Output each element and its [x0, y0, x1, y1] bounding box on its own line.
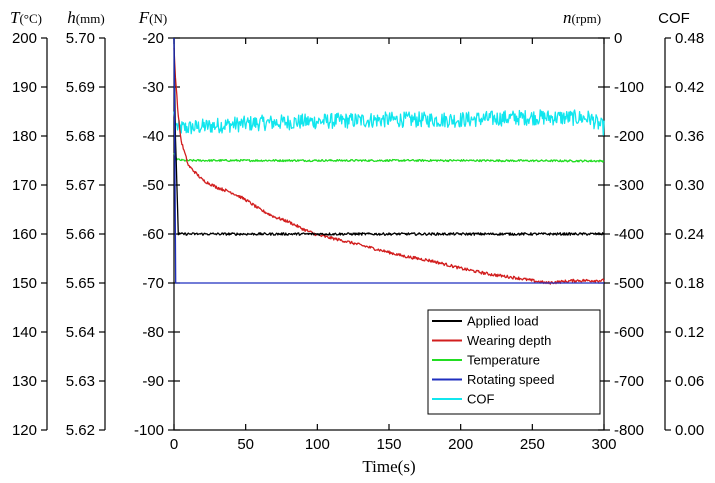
t-axis-tick-label: 190: [12, 79, 37, 96]
h-axis-title: h(mm): [67, 8, 104, 27]
cof-axis-tick-label: 0.12: [675, 324, 704, 341]
h-axis-tick-label: 5.68: [66, 128, 95, 145]
n-axis-title-unit: (rpm): [571, 11, 601, 26]
t-axis-tick-label: 130: [12, 373, 37, 390]
cof-axis-title: COF: [658, 10, 690, 27]
legend-label-applied-load: Applied load: [467, 314, 539, 329]
h-axis-tick-label: 5.62: [66, 422, 95, 439]
t-axis-title-var: T: [10, 8, 21, 27]
t-axis-tick-label: 200: [12, 30, 37, 47]
x-axis-tick-label: 250: [520, 436, 545, 453]
n-axis-title-var: n: [563, 8, 572, 27]
legend-label-temperature: Temperature: [467, 353, 540, 368]
f-axis-title-var: F: [138, 8, 150, 27]
series-line-applied-load: [173, 37, 605, 236]
x-axis-tick-label: 200: [448, 436, 473, 453]
f-axis-title: F(N): [138, 8, 167, 27]
h-axis-tick-label: 5.67: [66, 177, 95, 194]
n-axis-tick-label: -300: [614, 177, 644, 194]
cof-axis-tick-label: 0.42: [675, 79, 704, 96]
legend-label-rotating-speed: Rotating speed: [467, 372, 554, 387]
f-axis-tick-label: -70: [142, 275, 164, 292]
h-axis-title-var: h: [67, 8, 76, 27]
x-axis-tick-label: 0: [170, 436, 178, 453]
axes-layer: 200 190 180 170 160 150 140 130 120 5.70 5.69 5.68 5…: [10, 8, 704, 476]
series-line-rotating-speed: [173, 37, 604, 284]
f-axis-tick-label: -100: [134, 422, 164, 439]
cof-axis-tick-label: 0.24: [675, 226, 704, 243]
h-axis-tick-label: 5.66: [66, 226, 95, 243]
legend-label-wearing-depth: Wearing depth: [467, 333, 551, 348]
legend-box: [427, 309, 601, 415]
f-axis-tick-label: -90: [142, 373, 164, 390]
n-axis-title: n(rpm): [563, 8, 601, 27]
t-axis-tick-label: 120: [12, 422, 37, 439]
n-axis-tick-label: -500: [614, 275, 644, 292]
n-axis-tick-label: -700: [614, 373, 644, 390]
n-axis-tick-label: -400: [614, 226, 644, 243]
f-axis-tick-label: -50: [142, 177, 164, 194]
x-axis-tick-label: 300: [591, 436, 616, 453]
f-axis-tick-label: -20: [142, 30, 164, 47]
series-line-wearing-depth: [173, 47, 605, 285]
t-axis-tick-label: 170: [12, 177, 37, 194]
n-axis-tick-label: -200: [614, 128, 644, 145]
legend-label-cof: COF: [467, 392, 495, 407]
cof-axis-tick-label: 0.30: [675, 177, 704, 194]
n-axis-tick-label: -800: [614, 422, 644, 439]
f-axis-tick-label: -60: [142, 226, 164, 243]
h-axis-tick-label: 5.69: [66, 79, 95, 96]
f-axis-tick-label: -40: [142, 128, 164, 145]
t-axis-title: T(°C): [10, 8, 42, 27]
n-axis-tick-label: -100: [614, 79, 644, 96]
h-axis-title-unit: (mm): [76, 11, 105, 26]
t-axis-tick-label: 150: [12, 275, 37, 292]
series-line-cof: [173, 109, 605, 136]
f-axis-tick-label: -30: [142, 79, 164, 96]
f-axis-title-unit: (N): [149, 11, 167, 26]
h-axis-tick-label: 5.63: [66, 373, 95, 390]
cof-axis-tick-label: 0.06: [675, 373, 704, 390]
h-axis-tick-label: 5.64: [66, 324, 95, 341]
t-axis-tick-label: 160: [12, 226, 37, 243]
x-axis-tick-label: 50: [237, 436, 254, 453]
series-layer: [173, 37, 605, 285]
cof-axis-tick-label: 0.00: [675, 422, 704, 439]
x-axis-tick-label: 150: [376, 436, 401, 453]
h-axis-tick-label: 5.70: [66, 30, 95, 47]
cof-axis-tick-label: 0.48: [675, 30, 704, 47]
cof-axis-tick-label: 0.36: [675, 128, 704, 145]
cof-axis-tick-label: 0.18: [675, 275, 704, 292]
f-axis-tick-label: -80: [142, 324, 164, 341]
h-axis-tick-label: 5.65: [66, 275, 95, 292]
x-axis-tick-label: 100: [305, 436, 330, 453]
n-axis-tick-label: 0: [614, 30, 622, 47]
t-axis-tick-label: 180: [12, 128, 37, 145]
x-axis-title: Time(s): [362, 457, 415, 476]
t-axis-tick-label: 140: [12, 324, 37, 341]
n-axis-tick-label: -600: [614, 324, 644, 341]
t-axis-title-unit: (°C): [19, 11, 42, 26]
series-line-temperature: [173, 152, 605, 163]
legend: Applied load Wearing depth Temperature Rota…: [427, 309, 601, 415]
